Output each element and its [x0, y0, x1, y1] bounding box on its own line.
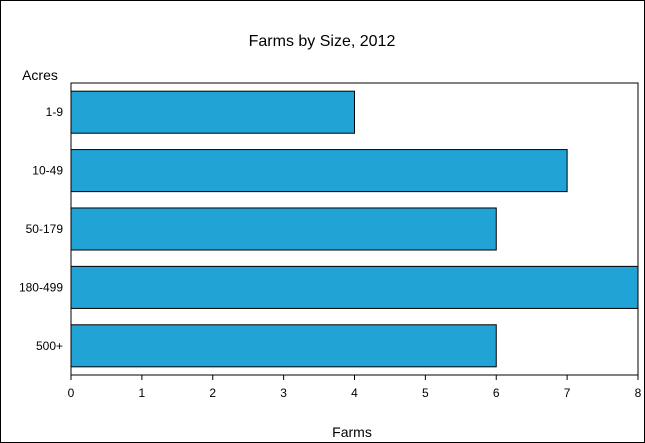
x-axis-label: Farms: [332, 424, 372, 440]
x-tick-label: 8: [635, 386, 642, 400]
y-tick-label: 1-9: [46, 105, 64, 119]
y-tick-label: 10-49: [32, 164, 63, 178]
x-tick-label: 0: [68, 386, 75, 400]
bar-180-499: [70, 265, 639, 309]
x-tick-label: 6: [493, 386, 500, 400]
bar-50-179: [70, 207, 497, 251]
x-tick-label: 3: [280, 386, 287, 400]
x-tick-label: 7: [564, 386, 571, 400]
y-tick-label: 500+: [36, 339, 63, 353]
x-tick-label: 1: [139, 386, 146, 400]
x-tick-label: 4: [351, 386, 358, 400]
chart-title: Farms by Size, 2012: [249, 33, 396, 50]
x-tick-label: 5: [422, 386, 429, 400]
bar-1-9: [70, 90, 355, 134]
y-tick-label: 180-499: [19, 280, 63, 294]
y-tick-label: 50-179: [26, 222, 64, 236]
y-axis-label: Acres: [22, 67, 58, 83]
bar-500+: [70, 324, 497, 368]
bar-10-49: [70, 149, 568, 193]
x-tick-label: 2: [209, 386, 216, 400]
